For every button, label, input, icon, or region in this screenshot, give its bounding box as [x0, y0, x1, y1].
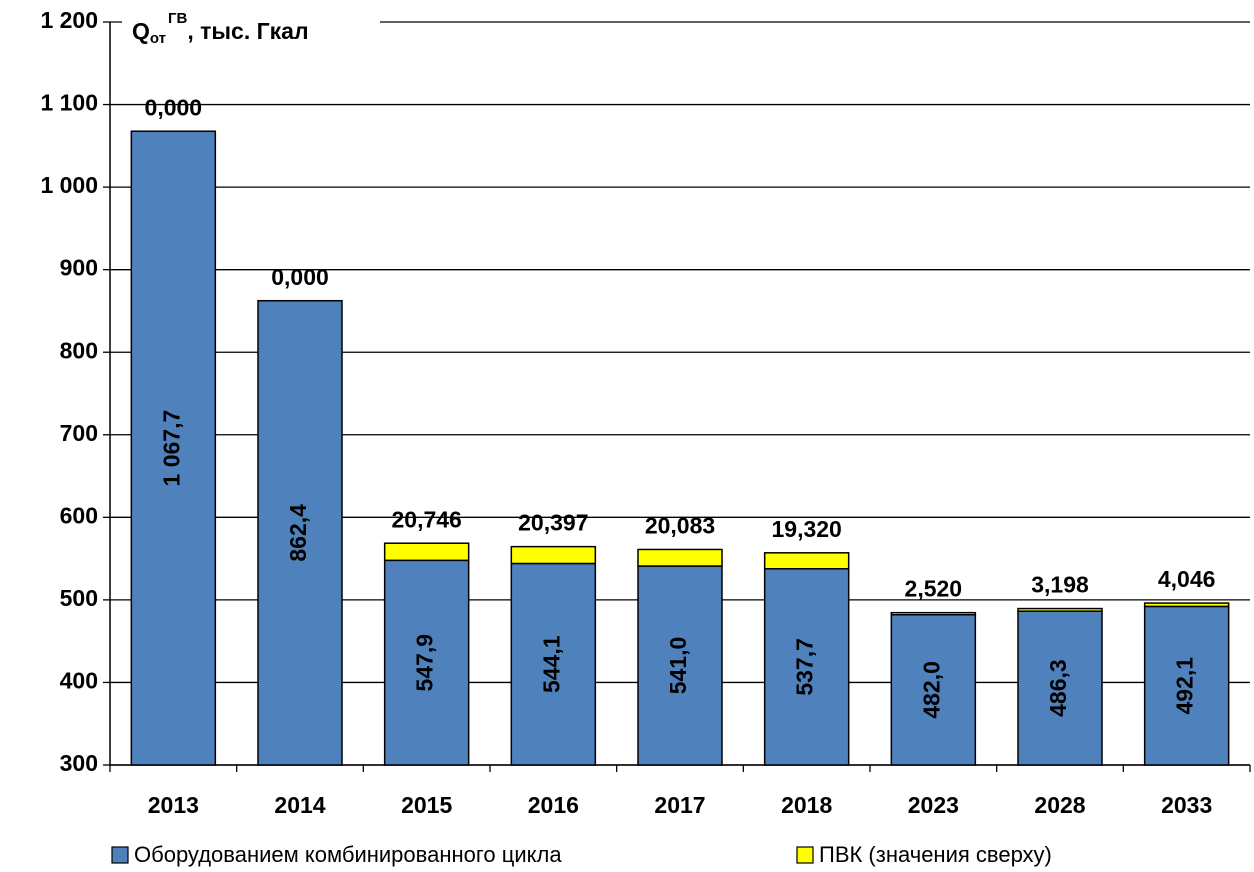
bar-segment: [637, 548, 723, 567]
title-sub: от: [150, 30, 166, 47]
y-tick-label: 800: [60, 337, 98, 363]
value-label: 1 067,7: [158, 410, 184, 487]
value-label: 20,083: [645, 513, 715, 539]
x-tick-label: 2023: [908, 792, 959, 818]
y-tick-label: 600: [60, 502, 98, 528]
value-label: 20,397: [518, 510, 588, 536]
value-label: 492,1: [1172, 657, 1198, 715]
y-tick-label: 900: [60, 255, 98, 281]
value-label: 486,3: [1045, 659, 1071, 717]
x-tick-label: 2028: [1034, 792, 1085, 818]
legend-swatch: [111, 846, 129, 864]
bar-segment: [1017, 607, 1103, 612]
title-rest: , тыс. Гкал: [187, 18, 308, 44]
legend-label: ПВК (значения сверху): [819, 842, 1052, 867]
value-label: 544,1: [538, 635, 564, 693]
y-tick-label: 700: [60, 420, 98, 446]
bar-segment: [257, 299, 343, 766]
bar-segment: [763, 568, 850, 766]
y-tick-label: 300: [60, 750, 98, 776]
value-label: 0,000: [145, 94, 203, 120]
bar-segment: [383, 559, 470, 766]
value-label: 547,9: [412, 634, 438, 692]
value-label: 3,198: [1031, 572, 1089, 598]
chart-title: QотГВ, тыс. Гкал: [132, 10, 309, 47]
value-label: 541,0: [665, 637, 691, 695]
bar-segment: [763, 552, 850, 570]
x-tick-label: 2015: [401, 792, 452, 818]
bar-segment: [890, 613, 977, 766]
bar-segment: [510, 545, 597, 565]
value-label: 20,746: [391, 506, 461, 532]
value-label: 862,4: [285, 504, 311, 562]
bar-segment: [383, 542, 470, 562]
value-label: 4,046: [1158, 566, 1216, 592]
x-tick-label: 2013: [148, 792, 199, 818]
title-bg: [122, 8, 380, 48]
y-tick-label: 500: [60, 585, 98, 611]
y-tick-label: 1 100: [40, 90, 98, 116]
bar-segment: [890, 611, 977, 616]
y-tick-label: 1 000: [40, 172, 98, 198]
title-main: Q: [132, 18, 150, 44]
bar-segment: [1017, 610, 1103, 766]
x-tick-label: 2016: [528, 792, 579, 818]
x-tick-label: 2018: [781, 792, 832, 818]
x-tick-label: 2033: [1161, 792, 1212, 818]
bar-segment: [1143, 605, 1230, 766]
title-sup: ГВ: [168, 10, 188, 27]
y-tick-label: 400: [60, 668, 98, 694]
legend-label: Оборудованием комбинированного цикла: [134, 842, 562, 867]
bar-segment: [130, 130, 217, 766]
value-label: 19,320: [771, 516, 841, 542]
value-label: 2,520: [905, 576, 963, 602]
value-label: 537,7: [792, 638, 818, 696]
bar-segment: [510, 562, 597, 766]
value-label: 0,000: [271, 264, 329, 290]
bar-segment: [637, 565, 723, 766]
y-tick-label: 1 200: [40, 7, 98, 33]
bar-segment: [1143, 602, 1230, 608]
legend-swatch: [796, 846, 814, 864]
x-tick-label: 2017: [654, 792, 705, 818]
value-label: 482,0: [918, 661, 944, 719]
x-tick-label: 2014: [274, 792, 325, 818]
